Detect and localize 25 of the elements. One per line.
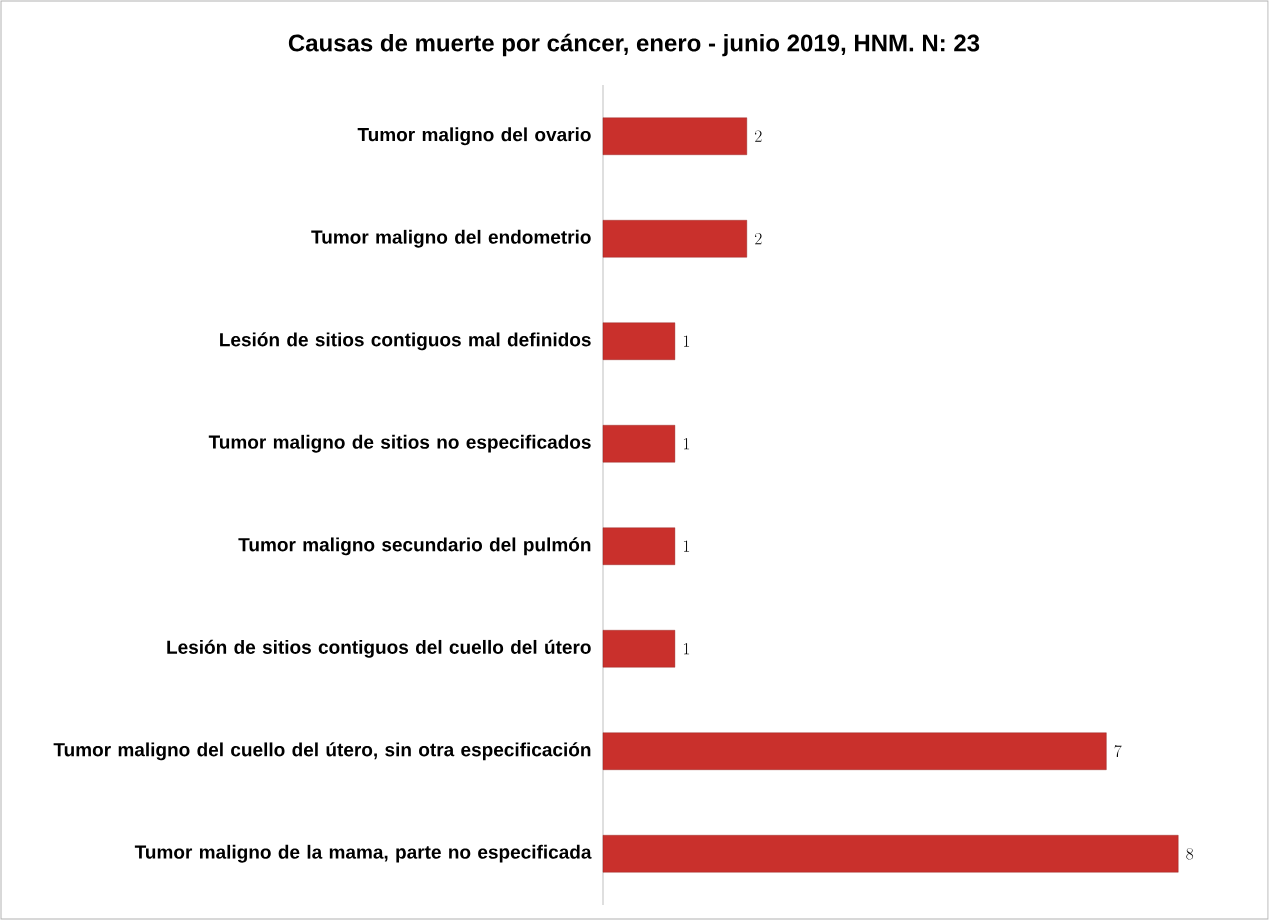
bar <box>602 835 1179 873</box>
data-label: 2 <box>755 232 762 245</box>
data-label: 1 <box>683 437 690 450</box>
data-label: 1 <box>683 540 690 552</box>
y-tick-label: Lesión de sitios contiguos del cuello del útero <box>167 639 591 658</box>
bar <box>602 732 1107 770</box>
bar <box>602 527 676 565</box>
data-label: 7 <box>1114 745 1122 758</box>
data-label: 2 <box>755 130 762 142</box>
bar <box>602 117 748 155</box>
data-label: 1 <box>683 642 690 655</box>
y-tick-label: Tumor maligno secundario del pulmón <box>238 537 591 556</box>
y-tick-label: Tumor maligno del ovario <box>357 127 591 146</box>
data-label: 1 <box>683 335 690 347</box>
y-tick-label: Tumor maligno del cuello del útero, sin otra especificación <box>53 742 591 761</box>
bar <box>602 220 748 258</box>
bar <box>602 630 676 668</box>
y-tick-label: Tumor maligno de sitios no especificados <box>208 434 591 453</box>
y-tick-label: Tumor maligno de la mama, parte no especificada <box>134 844 592 863</box>
bar <box>602 425 676 463</box>
chart-title: Causas de muerte por cáncer, enero - junio 2019, HNM. N: 23 <box>288 33 980 57</box>
bar <box>602 322 676 360</box>
y-tick-label: Lesión de sitios contiguos mal definidos <box>220 332 591 351</box>
data-label: 8 <box>1186 847 1194 860</box>
y-tick-label: Tumor maligno del endometrio <box>311 229 591 248</box>
